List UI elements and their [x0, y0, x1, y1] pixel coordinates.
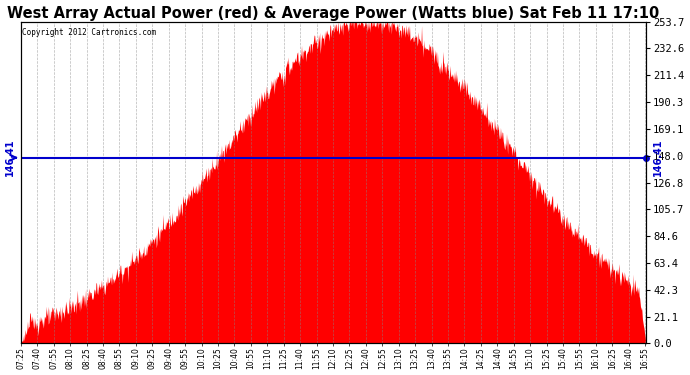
Text: Copyright 2012 Cartronics.com: Copyright 2012 Cartronics.com: [22, 28, 156, 37]
Text: 146.41: 146.41: [5, 139, 14, 177]
Title: West Array Actual Power (red) & Average Power (Watts blue) Sat Feb 11 17:10: West Array Actual Power (red) & Average …: [8, 6, 660, 21]
Text: 146.41: 146.41: [653, 139, 662, 177]
